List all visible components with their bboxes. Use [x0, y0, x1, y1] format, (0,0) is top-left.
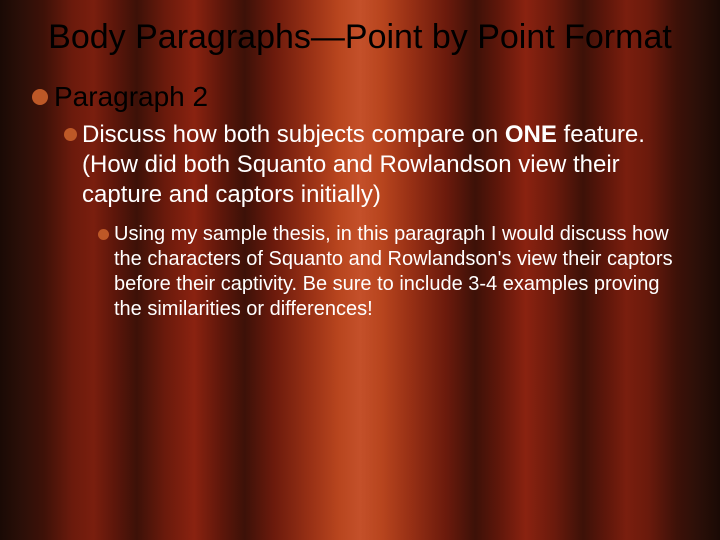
bullet-level-1: Paragraph 2 — [32, 79, 690, 114]
bullet-icon — [64, 128, 77, 141]
bullet-level-3: Using my sample thesis, in this paragrap… — [98, 222, 690, 322]
level3-text: Using my sample thesis, in this paragrap… — [114, 222, 674, 322]
bullet-icon — [98, 229, 109, 240]
level2-text: Discuss how both subjects compare on ONE… — [82, 120, 672, 210]
l2-bold: ONE — [505, 121, 557, 148]
bullet-level-2: Discuss how both subjects compare on ONE… — [64, 120, 690, 210]
bullet-icon — [32, 89, 48, 105]
level1-text: Paragraph 2 — [54, 79, 208, 114]
l2-prefix: Discuss how both subjects compare on — [82, 121, 505, 148]
slide: Body Paragraphs—Point by Point Format Pa… — [0, 0, 720, 540]
slide-title: Body Paragraphs—Point by Point Format — [30, 18, 690, 57]
